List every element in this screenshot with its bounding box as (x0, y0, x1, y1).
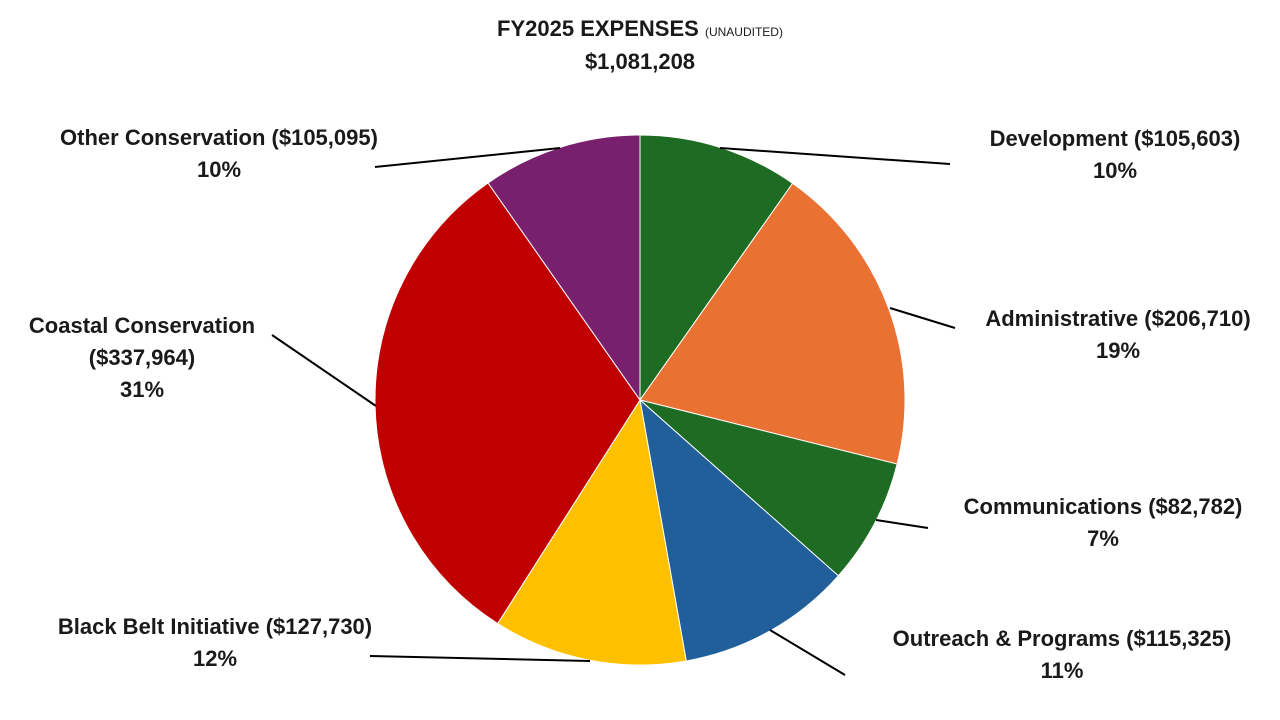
category-label: Administrative ($206,710) (985, 306, 1251, 331)
percent-label: 12% (192, 646, 238, 671)
category-label: Other Conservation ($105,095) (60, 125, 378, 150)
slice-label: Development ($105,603) 10% (955, 123, 1275, 187)
slice-label: Outreach & Programs ($115,325) 11% (862, 623, 1262, 687)
percent-label: 7% (1087, 526, 1119, 551)
leader-line (369, 655, 591, 662)
slice-label: Other Conservation ($105,095) 10% (29, 122, 409, 186)
category-label: Development ($105,603) (989, 126, 1241, 151)
pie-slice (487, 134, 641, 402)
slice-label: Communications ($82,782) 7% (933, 491, 1273, 555)
slice-label: Administrative ($206,710) 19% (958, 303, 1278, 367)
percent-label: 31% (119, 377, 165, 402)
title-note: (UNAUDITED) (704, 25, 783, 39)
pie-slice (497, 398, 687, 666)
pie-slice (639, 399, 898, 577)
pie-slice (639, 182, 906, 465)
leader-line (719, 147, 951, 165)
leader-line (889, 307, 956, 329)
chart-subtitle: $1,081,208 (584, 49, 696, 74)
leader-line (769, 629, 846, 676)
percent-label: 19% (1095, 338, 1141, 363)
pie-slice (639, 398, 840, 662)
slice-label: Coastal Conservation ($337,964) 31% (7, 310, 277, 406)
leader-line (374, 147, 561, 168)
category-label: Outreach & Programs ($115,325) (892, 626, 1232, 651)
leader-line (875, 519, 929, 529)
category-label: Black Belt Initiative ($127,730) (57, 614, 373, 639)
percent-label: 11% (1040, 658, 1084, 683)
leader-line (271, 334, 377, 407)
category-label: Coastal Conservation ($337,964) (28, 313, 256, 370)
title-row: FY2025 EXPENSES (UNAUDITED) (0, 16, 1280, 42)
percent-label: 10% (1092, 158, 1138, 183)
percent-label: 10% (196, 157, 242, 182)
slice-label: Black Belt Initiative ($127,730) 12% (25, 611, 405, 675)
chart-title: FY2025 EXPENSES (497, 16, 699, 41)
category-label: Communications ($82,782) (963, 494, 1243, 519)
